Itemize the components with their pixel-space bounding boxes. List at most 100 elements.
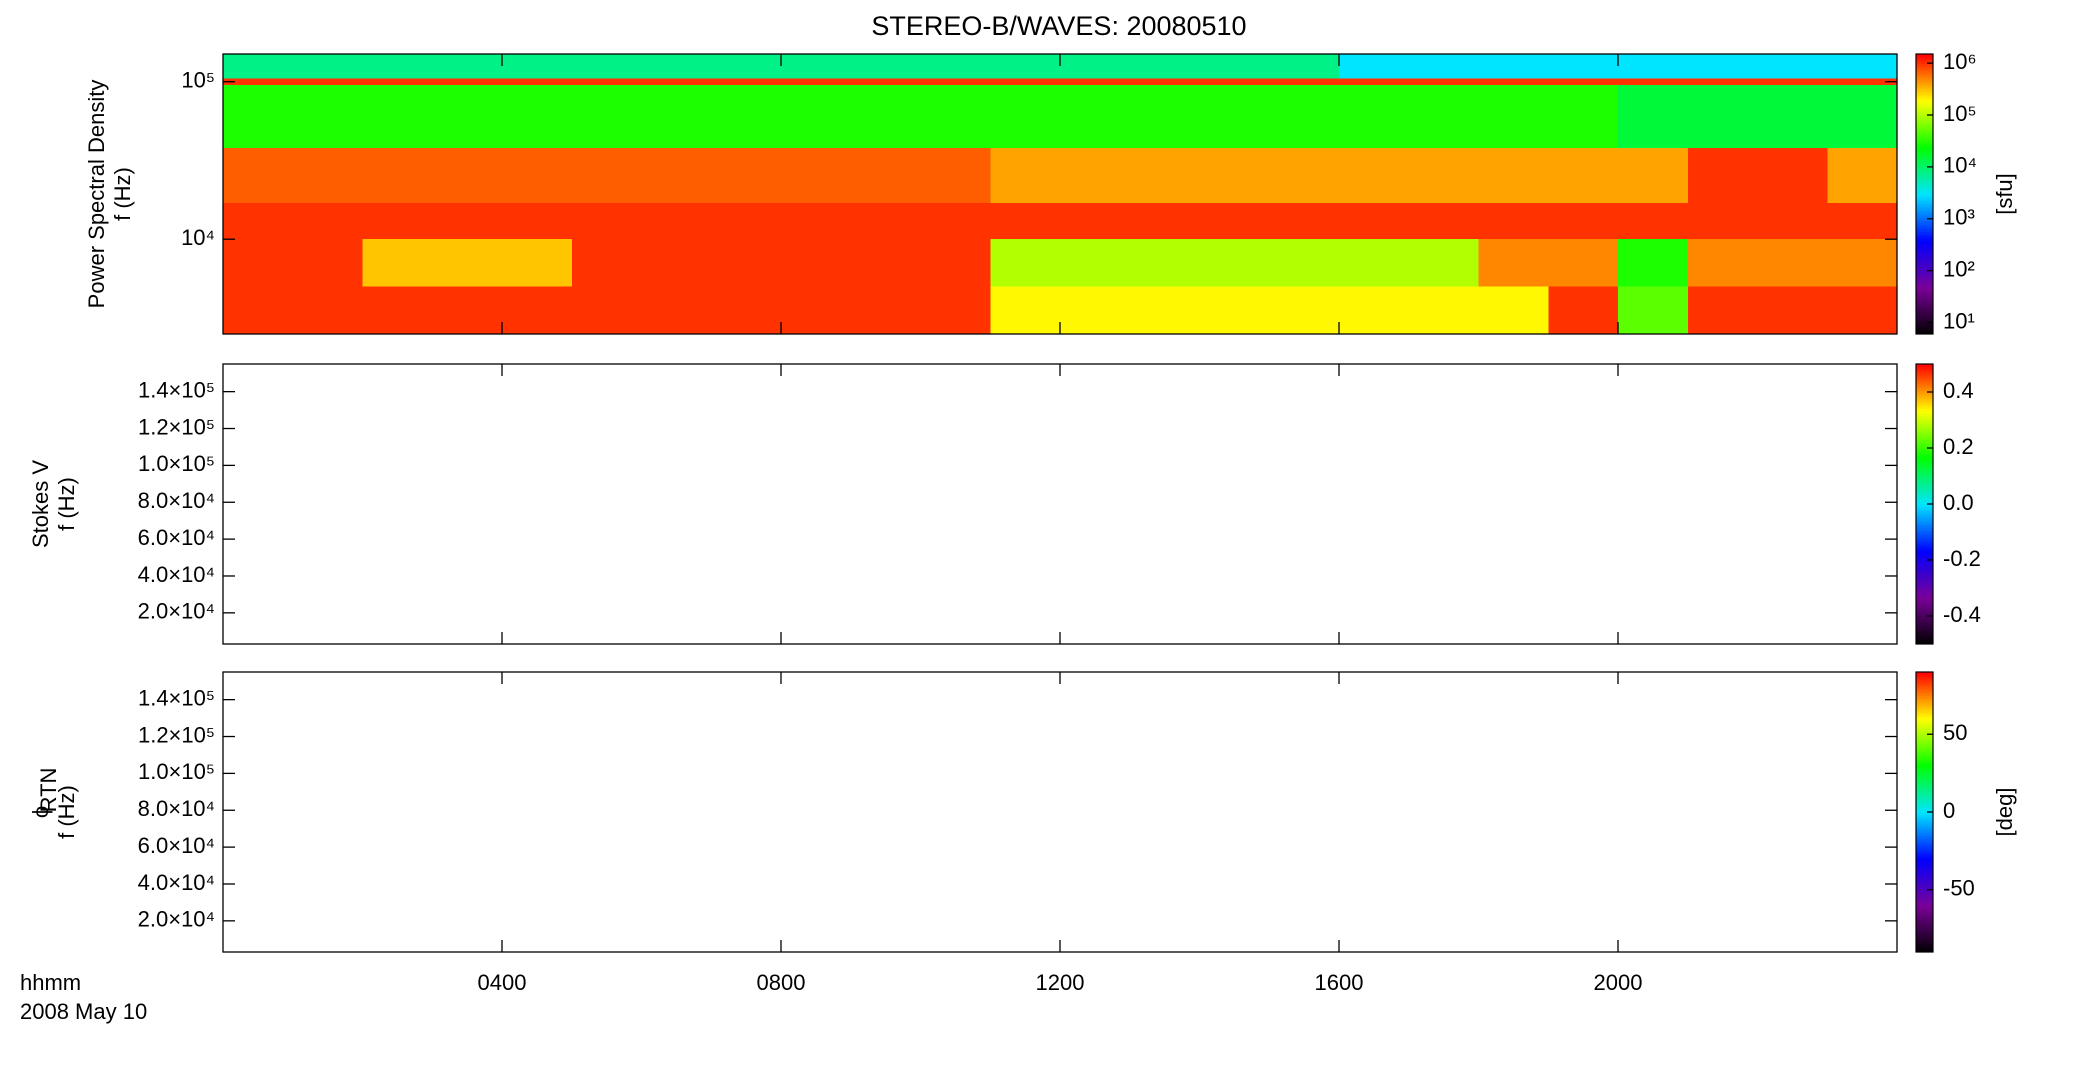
colorbar-slice (1916, 914, 1933, 918)
colorbar-slice (1916, 301, 1933, 305)
colorbar-slice (1916, 567, 1933, 570)
heatmap-cell (1060, 85, 1130, 148)
colorbar-slice (1916, 529, 1933, 533)
y-tick-label: 8.0×10⁴ (138, 488, 215, 513)
colorbar-slice (1916, 222, 1933, 225)
date-label: 2008 May 10 (20, 999, 147, 1024)
colorbar-slice (1916, 292, 1933, 295)
heatmap-cell (1269, 286, 1339, 334)
colorbar-slice (1916, 466, 1933, 470)
colorbar-slice (1916, 751, 1933, 755)
colorbar-slice (1916, 68, 1933, 71)
y-axis-label: f (Hz) (110, 167, 135, 221)
heatmap-cell (1618, 286, 1688, 334)
colorbar-slice (1916, 674, 1933, 678)
colorbar-slice (1916, 98, 1933, 102)
colorbar-slice (1916, 469, 1933, 472)
y-tick-label: 10⁵ (181, 68, 215, 93)
colorbar-slice (1916, 285, 1933, 288)
colorbar-slice (1916, 387, 1933, 391)
heatmap-cell (1060, 286, 1130, 334)
colorbar-slice (1916, 620, 1933, 624)
colorbar-slice (1916, 212, 1933, 216)
heatmap-cell (1478, 239, 1549, 287)
colorbar-slice (1916, 931, 1933, 934)
y-axis-label: Power Spectral Density (84, 80, 109, 309)
colorbar-slice (1916, 779, 1933, 783)
colorbar-slice (1916, 809, 1933, 813)
colorbar-label: [deg] (1992, 788, 2017, 837)
heatmap-cell (641, 239, 712, 287)
heatmap-cell (1548, 54, 1618, 79)
colorbar-slice (1916, 784, 1933, 787)
colorbar-slice (1916, 117, 1933, 120)
colorbar-slice (1916, 226, 1933, 230)
colorbar-tick-label: 10² (1943, 256, 1975, 281)
colorbar-slice (1916, 457, 1933, 461)
colorbar-slice (1916, 152, 1933, 155)
heatmap-cell (1618, 202, 1688, 240)
heatmap-cell (1129, 202, 1200, 240)
colorbar-slice (1916, 175, 1933, 179)
colorbar-slice (1916, 585, 1933, 589)
colorbar-slice (1916, 947, 1933, 951)
y-tick-label: 4.0×10⁴ (138, 870, 215, 895)
colorbar-slice (1916, 320, 1933, 323)
colorbar-tick-label: -0.2 (1943, 546, 1981, 571)
colorbar-slice (1916, 429, 1933, 433)
colorbar-slice (1916, 851, 1933, 855)
colorbar-slice (1916, 459, 1933, 463)
colorbar-slice (1916, 602, 1933, 605)
y-tick-label: 2.0×10⁴ (138, 599, 215, 624)
y-tick-label: 1.4×10⁵ (138, 377, 215, 402)
colorbar-slice (1916, 259, 1933, 263)
colorbar-slice (1916, 105, 1933, 109)
colorbar-slice (1916, 520, 1933, 524)
colorbar-slice (1916, 215, 1933, 218)
heatmap-cell (432, 78, 502, 86)
heatmap-cell (292, 147, 363, 203)
heatmap-cell (711, 78, 781, 86)
heatmap-cell (1548, 202, 1618, 240)
colorbar-slice (1916, 238, 1933, 242)
colorbar-slice (1916, 725, 1933, 729)
colorbar-slice (1916, 630, 1933, 633)
heatmap-cell (1060, 78, 1130, 86)
colorbar-slice (1916, 553, 1933, 556)
colorbar-slice (1916, 765, 1933, 769)
colorbar-slice (1916, 805, 1933, 808)
colorbar-slice (1916, 499, 1933, 503)
colorbar-slice (1916, 683, 1933, 687)
colorbar-slice (1916, 611, 1933, 615)
heatmap-cell (1478, 78, 1549, 86)
heatmap-cell (502, 54, 572, 79)
colorbar-slice (1916, 485, 1933, 489)
colorbar-slice (1916, 322, 1933, 326)
colorbar-slice (1916, 54, 1933, 57)
colorbar-slice (1916, 889, 1933, 892)
heatmap-cell (1199, 239, 1270, 287)
colorbar-slice (1916, 371, 1933, 374)
colorbar-slice (1916, 217, 1933, 221)
heatmap-cell (1199, 202, 1270, 240)
colorbar-slice (1916, 676, 1933, 680)
colorbar-slice (1916, 590, 1933, 594)
colorbar-slice (1916, 536, 1933, 540)
colorbar-slice (1916, 501, 1933, 505)
colorbar-slice (1916, 464, 1933, 468)
colorbar-slice (1916, 819, 1933, 822)
colorbar-slice (1916, 744, 1933, 748)
colorbar-slice (1916, 917, 1933, 920)
heatmap-cell (920, 85, 991, 148)
heatmap-cell (1687, 239, 1758, 287)
colorbar-slice (1916, 424, 1933, 428)
colorbar-slice (1916, 364, 1933, 367)
heatmap-cell (223, 54, 293, 79)
y-tick-label: 1.0×10⁵ (138, 759, 215, 784)
colorbar-slice (1916, 835, 1933, 839)
y-tick-label: 1.2×10⁵ (138, 722, 215, 747)
colorbar-slice (1916, 478, 1933, 482)
colorbar-slice (1916, 672, 1933, 675)
heatmap-cell (920, 286, 991, 334)
heatmap-cell (1548, 147, 1618, 203)
